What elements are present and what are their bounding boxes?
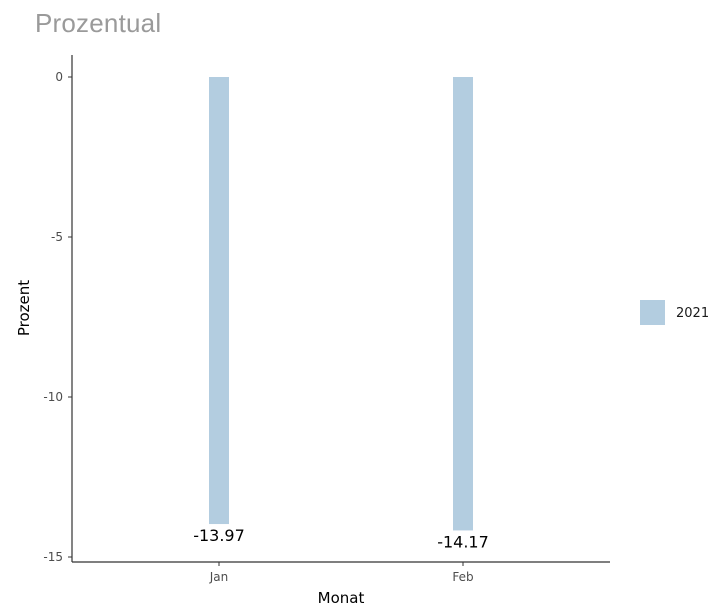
x-tick-label: Feb [452,570,473,584]
data-label-jan: -13.97 [193,526,245,545]
axes-layer: 0 -5 -10 -15 Jan Feb Monat Prozent [15,55,610,607]
bar-jan [209,77,229,525]
y-tick-label: 0 [55,70,63,84]
bar-feb [453,77,473,531]
legend-swatch-2021 [640,300,665,325]
y-tick-label: -15 [43,550,63,564]
data-labels-layer: -13.97 -14.17 [193,526,489,551]
page-title: Prozentual [35,8,162,38]
y-tick-label: -10 [43,390,63,404]
y-axis-title: Prozent [15,280,33,336]
data-label-feb: -14.17 [437,532,489,551]
x-tick-label: Jan [209,570,229,584]
bars-layer [209,77,473,531]
x-axis-title: Monat [318,589,365,607]
legend-label-2021: 2021 [676,306,709,321]
y-tick-label: -5 [51,230,63,244]
legend: 2021 [640,300,709,325]
